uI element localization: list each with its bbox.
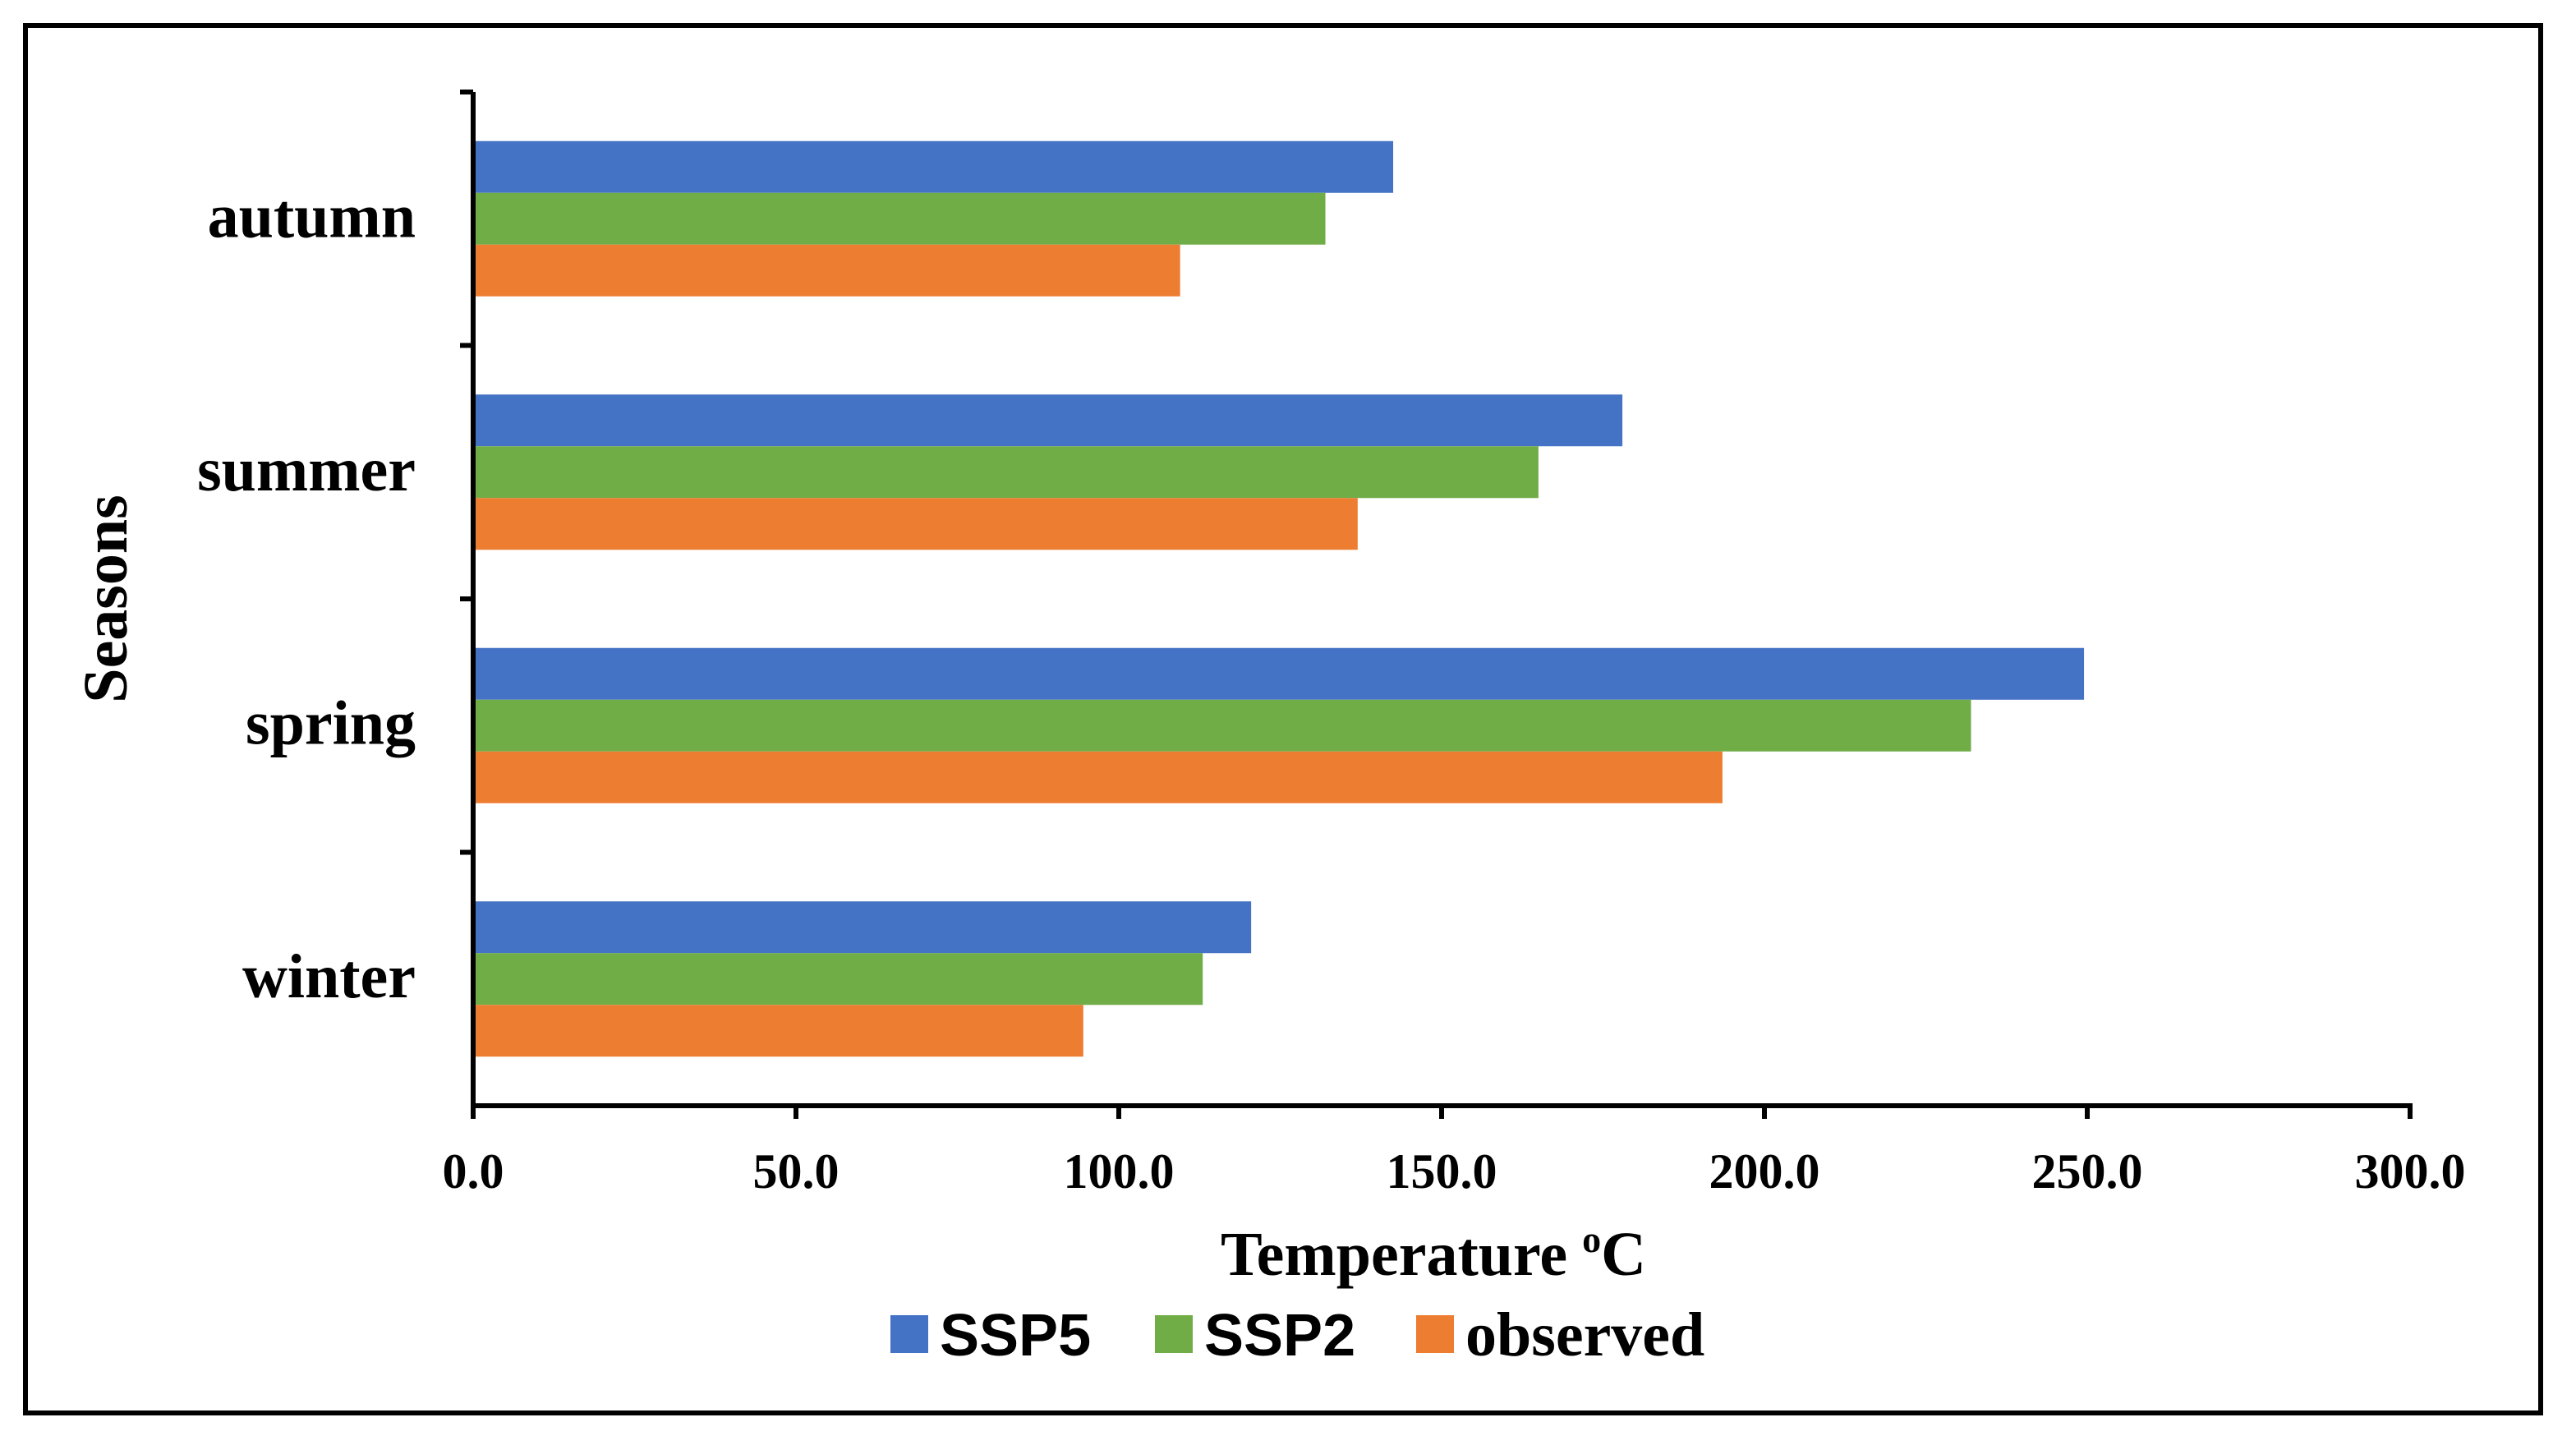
bar-autumn-ssp5 (473, 140, 1394, 193)
legend-swatch-ssp5 (890, 1315, 928, 1353)
bar-summer-ssp5 (473, 394, 1623, 447)
bar-spring-observed (473, 751, 1723, 803)
bars-group (473, 140, 2085, 1057)
bar-winter-observed (473, 1005, 1083, 1057)
legend-label-ssp5: SSP5 (940, 1303, 1091, 1369)
chart-svg: winter spring summer autumn 0.0 50.0 100.0 150.… (71, 90, 2466, 1369)
legend-swatch-observed (1416, 1315, 1454, 1353)
x-tick-label: 150.0 (1387, 1144, 1497, 1199)
x-tick-label: 300.0 (2355, 1144, 2466, 1199)
legend-label-observed: observed (1465, 1300, 1704, 1369)
ticks-group (460, 90, 2413, 1119)
bar-winter-ssp2 (473, 953, 1203, 1006)
x-tick-label: 200.0 (1709, 1144, 1820, 1199)
y-tick-label-autumn: autumn (208, 182, 416, 251)
bar-summer-observed (473, 498, 1358, 550)
x-tick-label: 100.0 (1064, 1144, 1175, 1199)
x-axis-title-superscript: o (1582, 1218, 1601, 1260)
x-tick-label: 250.0 (2032, 1144, 2143, 1199)
x-tick-label: 0.0 (443, 1144, 504, 1199)
bar-autumn-observed (473, 244, 1180, 297)
x-axis-title-unit: C (1601, 1220, 1646, 1289)
y-tick-label-spring: spring (246, 688, 416, 757)
chart-frame: winter spring summer autumn 0.0 50.0 100.0 150.… (23, 23, 2543, 1415)
legend-swatch-ssp2 (1155, 1315, 1193, 1353)
bar-spring-ssp5 (473, 647, 2085, 700)
x-axis-title-main: Temperature (1221, 1220, 1567, 1289)
x-tick-label: 50.0 (753, 1144, 840, 1199)
labels-group: winter spring summer autumn 0.0 50.0 100.0 150.… (197, 182, 2465, 1199)
y-tick-label-winter: winter (242, 942, 416, 1011)
legend: SSP5 SSP2 observed (890, 1300, 1704, 1369)
bar-autumn-ssp2 (473, 192, 1326, 245)
y-axis-title: Seasons (71, 495, 140, 702)
bar-spring-ssp2 (473, 699, 1971, 752)
bar-winter-ssp5 (473, 901, 1252, 954)
y-tick-label-summer: summer (197, 435, 416, 504)
x-axis-title: Temperature oC (1221, 1218, 1646, 1289)
bar-summer-ssp2 (473, 446, 1539, 499)
legend-label-ssp2: SSP2 (1204, 1303, 1355, 1369)
